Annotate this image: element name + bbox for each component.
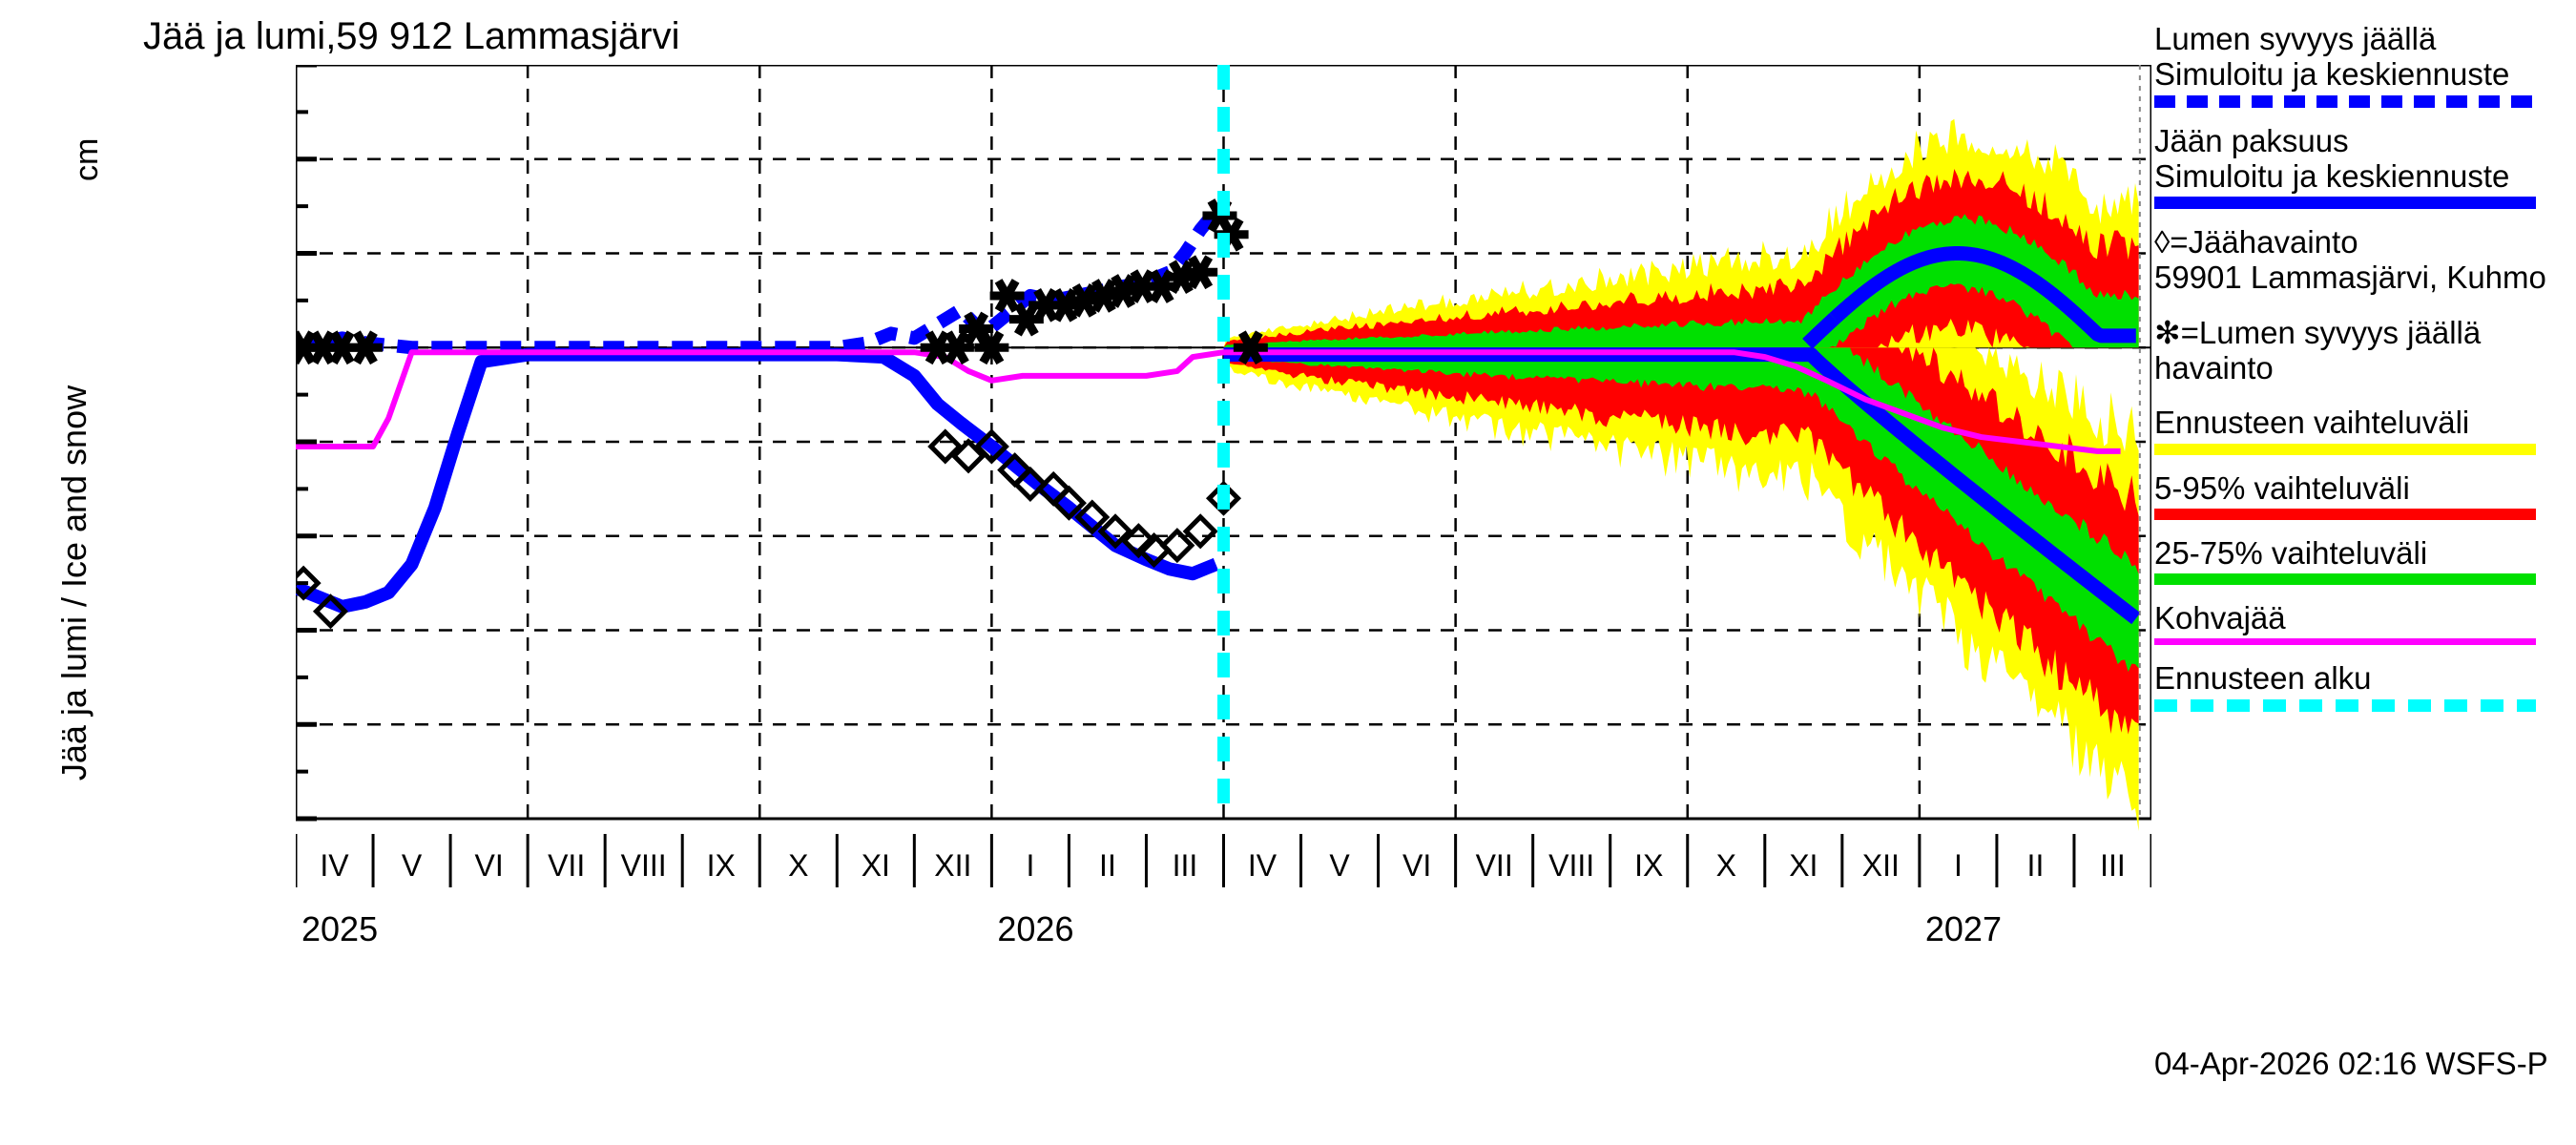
- x-axis-month-label: VII: [1476, 848, 1513, 883]
- legend-label-line1: Ennusteen vaihteluväli: [2154, 405, 2470, 441]
- slush-ice-icon: [2154, 638, 2536, 646]
- x-axis-month-label: X: [788, 848, 808, 883]
- chart-legend: Lumen syvyys jäällä Simuloitu ja keskien…: [2154, 21, 2576, 727]
- legend-item-slush-ice: Kohvajää: [2154, 600, 2576, 646]
- y-axis-title: Jää ja lumi / Ice and snow: [54, 385, 93, 781]
- legend-label-line1: ◊=Jäähavainto: [2154, 224, 2358, 260]
- x-axis-month-label: III: [2100, 848, 2126, 883]
- y-axis-unit-label: cm: [69, 137, 105, 181]
- ice-thickness-sim-icon: [2154, 197, 2536, 210]
- legend-item-ice-thickness-sim: Jään paksuus Simuloitu ja keskiennuste: [2154, 123, 2576, 210]
- x-axis-year-label: 2025: [301, 909, 378, 948]
- x-axis-month-label: V: [1329, 848, 1350, 883]
- legend-label-line2: 59901 Lammasjärvi, Kuhmo: [2154, 260, 2546, 296]
- x-axis-month-label: VI: [474, 848, 503, 883]
- x-axis-month-label: V: [402, 848, 423, 883]
- legend-label-line2: havainto: [2154, 349, 2274, 385]
- x-axis-month-label: I: [1954, 848, 1963, 883]
- x-axis-month-label: XI: [862, 848, 890, 883]
- x-axis-year-label: 2027: [1925, 909, 2002, 948]
- x-axis-month-label: XII: [934, 848, 971, 883]
- x-axis-month-label: VIII: [621, 848, 667, 883]
- forecast-start-icon: [2154, 698, 2536, 712]
- x-axis-year-label: 2026: [997, 909, 1073, 948]
- legend-item-range-5-95: 5-95% vaihteluväli: [2154, 470, 2576, 520]
- range-25-75-icon: [2154, 573, 2536, 586]
- page-title: Jää ja lumi,59 912 Lammasjärvi: [143, 15, 680, 57]
- x-axis-month-label: IX: [707, 848, 736, 883]
- range-5-95-icon: [2154, 508, 2536, 520]
- timestamp-label: 04-Apr-2026 02:16 WSFS-P: [2154, 1046, 2548, 1081]
- x-axis-month-label: I: [1026, 848, 1034, 883]
- chart-svg: 6040200-20-40-60-80-100IVVVIVIIVIIIIXXXI…: [296, 65, 2151, 948]
- legend-label-line1: ✻=Lumen syvyys jäällä: [2154, 314, 2482, 350]
- legend-label-line1: 5-95% vaihteluväli: [2154, 469, 2410, 506]
- x-axis-month-label: II: [1099, 848, 1116, 883]
- legend-label-line1: Jään paksuus: [2154, 122, 2349, 158]
- x-axis-month-label: XI: [1789, 848, 1818, 883]
- legend-item-snow-depth-sim: Lumen syvyys jäällä Simuloitu ja keskien…: [2154, 21, 2576, 108]
- x-axis-month-label: II: [2027, 848, 2045, 883]
- chart-plot-area: 6040200-20-40-60-80-100IVVVIVIIVIIIIXXXI…: [296, 65, 2151, 1029]
- legend-item-forecast-range: Ennusteen vaihteluväli: [2154, 405, 2576, 455]
- x-axis-month-label: VI: [1402, 848, 1431, 883]
- legend-item-range-25-75: 25-75% vaihteluväli: [2154, 534, 2576, 586]
- legend-label-line1: 25-75% vaihteluväli: [2154, 534, 2428, 571]
- x-axis-month-label: III: [1173, 848, 1198, 883]
- legend-item-forecast-start: Ennusteen alku: [2154, 660, 2576, 712]
- x-axis-month-label: XII: [1862, 848, 1900, 883]
- x-axis-month-label: VIII: [1548, 848, 1594, 883]
- legend-item-snow-observation: ✻=Lumen syvyys jäällä havainto: [2154, 315, 2576, 406]
- legend-label-line2: Simuloitu ja keskiennuste: [2154, 157, 2510, 194]
- x-axis-month-label: IX: [1634, 848, 1663, 883]
- legend-item-ice-observation: ◊=Jäähavainto 59901 Lammasjärvi, Kuhmo: [2154, 224, 2576, 315]
- x-axis-month-label: IV: [320, 848, 349, 883]
- legend-label-line2: Simuloitu ja keskiennuste: [2154, 56, 2510, 93]
- legend-label-line1: Ennusteen alku: [2154, 660, 2372, 697]
- legend-label-line1: Kohvajää: [2154, 600, 2286, 636]
- x-axis-month-label: IV: [1248, 848, 1278, 883]
- legend-label-line1: Lumen syvyys jäällä: [2154, 21, 2437, 56]
- x-axis-month-label: VII: [548, 848, 585, 883]
- forecast-range-icon: [2154, 443, 2536, 455]
- snow-depth-sim-icon: [2154, 94, 2536, 108]
- x-axis-month-label: X: [1716, 848, 1736, 883]
